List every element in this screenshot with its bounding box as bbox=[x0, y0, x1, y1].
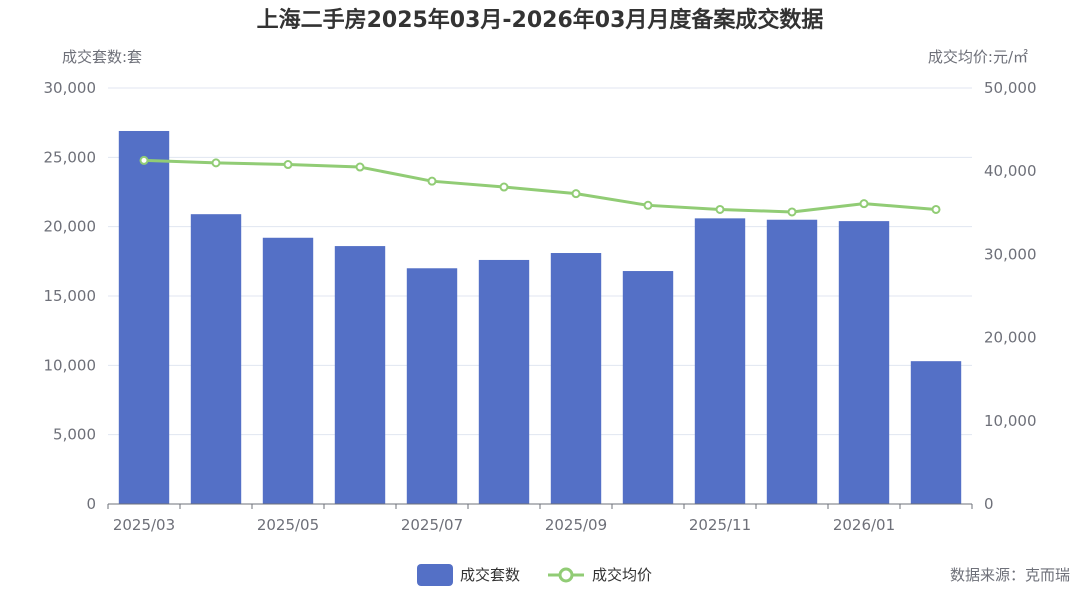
bar bbox=[838, 221, 890, 504]
bar bbox=[766, 219, 818, 504]
x-tick-label: 2025/09 bbox=[545, 516, 607, 534]
bar bbox=[910, 361, 962, 504]
right-tick-label: 30,000 bbox=[984, 245, 1037, 263]
right-tick-label: 40,000 bbox=[984, 162, 1037, 180]
left-tick-label: 30,000 bbox=[44, 79, 97, 97]
bar bbox=[550, 253, 602, 504]
legend-bar-label[interactable]: 成交套数 bbox=[460, 566, 520, 584]
line-point bbox=[211, 158, 221, 168]
line-series bbox=[139, 155, 941, 217]
right-axis-ticks: 50,000 40,000 30,000 20,000 10,000 0 bbox=[984, 79, 1037, 513]
line-point bbox=[859, 199, 869, 209]
legend-line-marker[interactable] bbox=[558, 567, 574, 583]
right-tick-label: 20,000 bbox=[984, 329, 1037, 347]
line-point bbox=[715, 204, 725, 214]
x-axis: 2025/03 2025/05 2025/07 2025/09 2025/11 2026/… bbox=[107, 503, 973, 534]
data-source: 数据来源：克而瑞 bbox=[950, 566, 1070, 584]
left-tick-label: 15,000 bbox=[44, 287, 97, 305]
chart-title: 上海二手房2025年03月-2026年03月月度备案成交数据 bbox=[257, 7, 824, 33]
line-point bbox=[643, 200, 653, 210]
x-tick-label: 2025/07 bbox=[401, 516, 463, 534]
x-tick-label: 2025/11 bbox=[689, 516, 751, 534]
left-axis-label: 成交套数:套 bbox=[62, 48, 142, 66]
right-tick-label: 50,000 bbox=[984, 79, 1037, 97]
line-point bbox=[427, 176, 437, 186]
x-tick-label: 2026/01 bbox=[833, 516, 895, 534]
bar bbox=[118, 130, 170, 504]
right-axis-label: 成交均价:元/㎡ bbox=[928, 48, 1028, 66]
line-point bbox=[571, 189, 581, 199]
left-tick-label: 5,000 bbox=[53, 426, 96, 444]
right-tick-label: 0 bbox=[984, 495, 994, 513]
line-point bbox=[931, 204, 941, 214]
gridlines bbox=[108, 87, 972, 436]
left-tick-label: 0 bbox=[86, 495, 96, 513]
legend-line-label[interactable]: 成交均价 bbox=[592, 566, 652, 584]
legend[interactable]: 成交套数 成交均价 bbox=[417, 564, 652, 586]
bar bbox=[478, 259, 530, 504]
bar-series bbox=[118, 130, 962, 505]
x-tick-label: 2025/03 bbox=[113, 516, 175, 534]
line-point bbox=[499, 182, 509, 192]
left-tick-label: 20,000 bbox=[44, 218, 97, 236]
line-point bbox=[283, 160, 293, 170]
line-point bbox=[355, 162, 365, 172]
right-tick-label: 10,000 bbox=[984, 412, 1037, 430]
bar bbox=[334, 246, 386, 504]
bar bbox=[262, 237, 314, 504]
left-tick-label: 25,000 bbox=[44, 148, 97, 166]
bar bbox=[694, 218, 746, 504]
price-line bbox=[143, 158, 937, 214]
x-tick-label: 2025/05 bbox=[257, 516, 319, 534]
line-point bbox=[139, 155, 149, 165]
bar bbox=[190, 214, 242, 505]
line-point bbox=[787, 207, 797, 217]
left-axis-ticks: 30,000 25,000 20,000 15,000 10,000 5,000 0 bbox=[44, 79, 97, 513]
bar bbox=[622, 271, 674, 504]
bar bbox=[406, 268, 458, 504]
legend-bar-swatch[interactable] bbox=[417, 564, 453, 586]
left-tick-label: 10,000 bbox=[44, 356, 97, 374]
